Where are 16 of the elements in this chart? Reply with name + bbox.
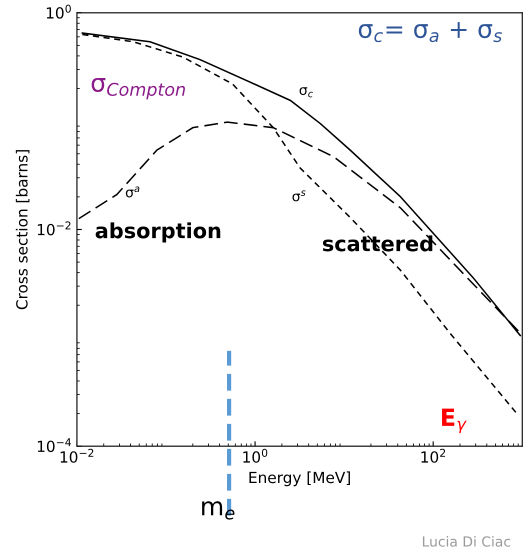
annotation: absorption bbox=[96, 222, 220, 242]
annotation: scattered bbox=[322, 235, 432, 252]
annotation: σ$_{c}$= σ$_{a}$ + σ$_{s}$ bbox=[358, 22, 502, 42]
series-label: σ$^{a}$ bbox=[126, 186, 140, 198]
series-label: σ$_{c}$ bbox=[300, 87, 313, 98]
y-axis-title: Cross section [barns] bbox=[16, 150, 30, 310]
annotation: E$_{γ}$ bbox=[442, 408, 467, 434]
y-tick-label: 10$^{−2}$ bbox=[38, 221, 70, 236]
series-label: σ$^{s}$ bbox=[292, 190, 306, 202]
ref-line-label: m$_{e}$ bbox=[202, 501, 234, 520]
y-tick-label: 10$^{0}$ bbox=[46, 4, 71, 19]
x-tick-label: 10$^{2}$ bbox=[421, 448, 446, 463]
annotation: σ$_{Compton}$ bbox=[92, 78, 185, 100]
text: Lucia Di Ciac bbox=[422, 536, 510, 547]
x-axis-title: Energy [MeV] bbox=[249, 471, 350, 486]
x-tick-label: 10$^{0}$ bbox=[243, 448, 268, 463]
